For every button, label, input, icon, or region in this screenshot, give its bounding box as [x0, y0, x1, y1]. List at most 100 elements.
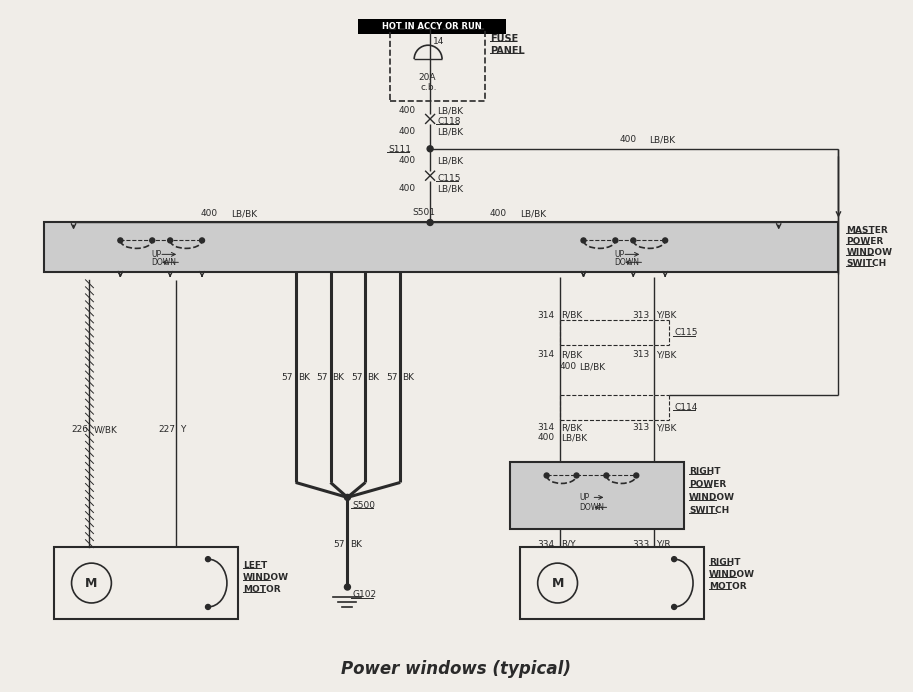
- Text: WINDOW: WINDOW: [709, 570, 755, 579]
- Text: 400: 400: [201, 209, 218, 218]
- Circle shape: [672, 604, 677, 610]
- Circle shape: [631, 238, 635, 243]
- Text: S500: S500: [352, 501, 375, 510]
- Circle shape: [663, 238, 667, 243]
- Text: 313: 313: [633, 311, 649, 320]
- Circle shape: [544, 473, 549, 478]
- Text: LB/BK: LB/BK: [561, 433, 588, 442]
- Circle shape: [634, 473, 639, 478]
- Text: UP: UP: [580, 493, 590, 502]
- Text: R/BK: R/BK: [561, 424, 582, 432]
- Text: 400: 400: [619, 136, 636, 145]
- Text: DOWN: DOWN: [580, 503, 604, 512]
- Circle shape: [672, 556, 677, 562]
- Text: LB/BK: LB/BK: [519, 209, 546, 218]
- Text: RIGHT: RIGHT: [709, 558, 740, 567]
- Text: PANEL: PANEL: [490, 46, 525, 56]
- Text: S501: S501: [412, 208, 436, 217]
- Text: 57: 57: [352, 374, 363, 383]
- Circle shape: [344, 584, 351, 590]
- Circle shape: [613, 238, 618, 243]
- Text: WINDOW: WINDOW: [846, 248, 892, 257]
- Text: HOT IN ACCY OR RUN: HOT IN ACCY OR RUN: [383, 22, 482, 31]
- Bar: [519, 547, 704, 619]
- Text: LB/BK: LB/BK: [437, 107, 463, 116]
- Text: MOTOR: MOTOR: [243, 585, 280, 594]
- Text: DOWN: DOWN: [152, 258, 176, 267]
- Text: LB/BK: LB/BK: [231, 209, 257, 218]
- Circle shape: [200, 238, 205, 243]
- Text: R/BK: R/BK: [561, 311, 582, 320]
- Text: Power windows (typical): Power windows (typical): [341, 659, 571, 677]
- Text: 400: 400: [560, 363, 577, 372]
- Text: UP: UP: [614, 250, 624, 259]
- Text: WINDOW: WINDOW: [243, 572, 289, 581]
- Text: SWITCH: SWITCH: [689, 506, 729, 515]
- Circle shape: [581, 238, 586, 243]
- Bar: [54, 547, 238, 619]
- Text: M: M: [551, 576, 564, 590]
- Text: 400: 400: [398, 156, 415, 165]
- Text: 314: 314: [538, 350, 555, 359]
- Text: 333: 333: [633, 540, 649, 549]
- Circle shape: [603, 473, 609, 478]
- Text: DOWN: DOWN: [614, 258, 639, 267]
- Circle shape: [427, 219, 433, 226]
- Text: BK: BK: [298, 374, 310, 383]
- Text: LB/BK: LB/BK: [437, 127, 463, 136]
- Text: 57: 57: [333, 540, 345, 549]
- Text: 57: 57: [386, 374, 398, 383]
- Text: 14: 14: [433, 37, 445, 46]
- Bar: [390, 29, 485, 101]
- Circle shape: [205, 556, 211, 562]
- Text: R/BK: R/BK: [561, 350, 582, 359]
- Text: POWER: POWER: [689, 480, 727, 489]
- Circle shape: [168, 238, 173, 243]
- Text: MOTOR: MOTOR: [709, 581, 747, 590]
- Bar: [359, 19, 506, 35]
- Text: Y/BK: Y/BK: [656, 424, 677, 432]
- Text: c.b.: c.b.: [420, 82, 436, 91]
- Text: LEFT: LEFT: [243, 561, 268, 570]
- Text: LB/BK: LB/BK: [580, 363, 605, 372]
- Text: 400: 400: [538, 433, 555, 442]
- Text: LB/BK: LB/BK: [437, 184, 463, 193]
- Text: Y/BK: Y/BK: [656, 311, 677, 320]
- Text: WINDOW: WINDOW: [689, 493, 735, 502]
- Circle shape: [574, 473, 579, 478]
- Text: UP: UP: [152, 250, 162, 259]
- Text: 227: 227: [158, 425, 175, 434]
- Circle shape: [205, 604, 211, 610]
- Text: 313: 313: [633, 424, 649, 432]
- Text: BK: BK: [367, 374, 380, 383]
- Text: BK: BK: [332, 374, 344, 383]
- Text: 400: 400: [398, 107, 415, 116]
- Circle shape: [118, 238, 123, 243]
- Text: SWITCH: SWITCH: [846, 259, 887, 268]
- Text: 314: 314: [538, 311, 555, 320]
- Bar: [44, 223, 838, 272]
- Text: Y: Y: [180, 425, 185, 434]
- Text: BK: BK: [351, 540, 362, 549]
- Text: 57: 57: [317, 374, 328, 383]
- Text: MASTER: MASTER: [846, 226, 888, 235]
- Bar: [509, 462, 684, 529]
- Text: 226: 226: [71, 425, 89, 434]
- Text: R/Y: R/Y: [561, 540, 576, 549]
- Circle shape: [344, 494, 351, 500]
- Text: Y/BK: Y/BK: [656, 350, 677, 359]
- Text: Y/R: Y/R: [656, 540, 671, 549]
- Text: G102: G102: [352, 590, 376, 599]
- Text: 314: 314: [538, 424, 555, 432]
- Text: C115: C115: [674, 328, 698, 337]
- Text: BK: BK: [403, 374, 415, 383]
- Text: C118: C118: [437, 118, 460, 127]
- Text: 334: 334: [538, 540, 555, 549]
- Text: 20A: 20A: [418, 73, 436, 82]
- Text: S111: S111: [388, 145, 411, 154]
- Text: 313: 313: [633, 350, 649, 359]
- Text: 400: 400: [490, 209, 507, 218]
- Text: 57: 57: [282, 374, 293, 383]
- Text: M: M: [85, 576, 98, 590]
- Text: C114: C114: [674, 403, 698, 412]
